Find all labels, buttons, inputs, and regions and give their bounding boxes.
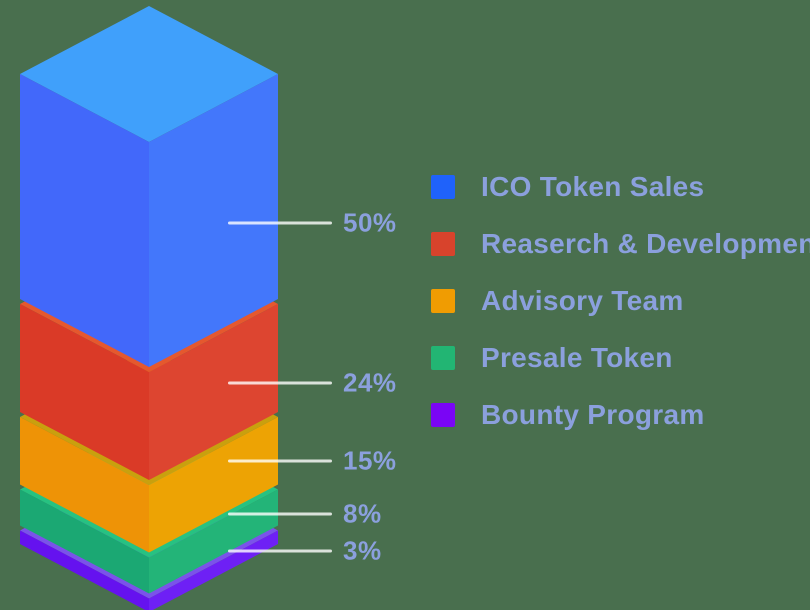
- segment-3-right-face: [149, 489, 278, 594]
- legend-label: Bounty Program: [481, 399, 705, 430]
- legend-label: Advisory Team: [481, 285, 684, 316]
- segment-3-left-face: [20, 489, 149, 594]
- segment-2-right-face: [149, 417, 278, 553]
- segment-0-right-face: [149, 74, 278, 367]
- segment-0-left-face: [20, 74, 149, 367]
- segment-2-left-face: [20, 417, 149, 553]
- segment-1-left-face: [20, 304, 149, 480]
- legend-swatch: [431, 403, 455, 427]
- legend-item-bounty-program: Bounty Program: [431, 399, 810, 430]
- segment-4-left-face: [20, 530, 149, 610]
- segment-1-right-face: [149, 304, 278, 480]
- legend-item-reaserch-development: Reaserch & Development: [431, 228, 810, 259]
- legend-label: Presale Token: [481, 342, 673, 373]
- legend: ICO Token Sales Reaserch & Development A…: [431, 171, 810, 430]
- legend-item-presale-token: Presale Token: [431, 342, 810, 373]
- legend-swatch: [431, 346, 455, 370]
- legend-swatch: [431, 232, 455, 256]
- legend-swatch: [431, 175, 455, 199]
- legend-item-advisory-team: Advisory Team: [431, 285, 810, 316]
- legend-item-ico-token-sales: ICO Token Sales: [431, 171, 810, 202]
- legend-swatch: [431, 289, 455, 313]
- legend-label: ICO Token Sales: [481, 171, 705, 202]
- legend-label: Reaserch & Development: [481, 228, 810, 259]
